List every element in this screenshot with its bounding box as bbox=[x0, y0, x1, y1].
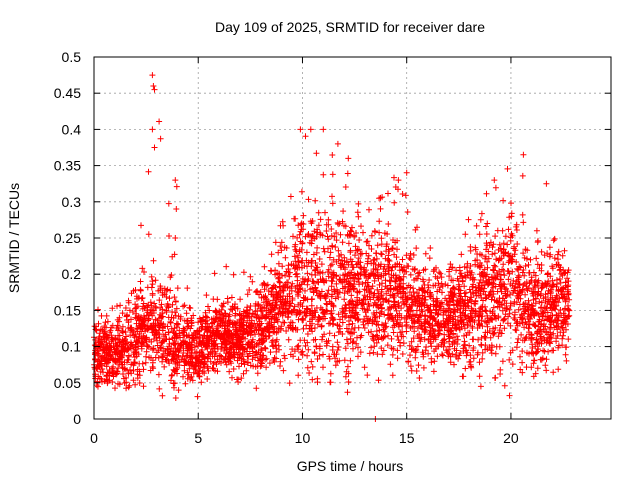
y-tick-label: 0.05 bbox=[54, 375, 81, 391]
y-tick-label: 0.3 bbox=[62, 194, 82, 210]
grid-layer bbox=[94, 57, 611, 419]
y-tick-label: 0.4 bbox=[62, 121, 82, 137]
y-tick-label: 0.35 bbox=[54, 158, 81, 174]
y-tick-label: 0.2 bbox=[62, 266, 82, 282]
x-tick-label: 5 bbox=[194, 430, 202, 446]
y-tick-label: 0.25 bbox=[54, 230, 81, 246]
y-axis-label: SRMTID / TECUs bbox=[6, 183, 22, 293]
data-points bbox=[91, 72, 573, 422]
y-tick-label: 0 bbox=[73, 411, 81, 427]
y-tick-label: 0.5 bbox=[62, 49, 82, 65]
axis-ticks: 0 5 10 15 20 0 0.05 0.1 0.15 0.2 0.25 0.3 0.35 0.4 0.4… bbox=[54, 49, 611, 446]
scatter-markers bbox=[91, 72, 573, 422]
x-tick-label: 10 bbox=[295, 430, 311, 446]
x-tick-label: 0 bbox=[90, 430, 98, 446]
y-tick-label: 0.45 bbox=[54, 85, 81, 101]
x-tick-label: 15 bbox=[399, 430, 415, 446]
y-tick-label: 0.1 bbox=[62, 339, 82, 355]
y-tick-label: 0.15 bbox=[54, 302, 81, 318]
x-axis-label: GPS time / hours bbox=[297, 458, 404, 474]
chart-title: Day 109 of 2025, SRMTID for receiver dar… bbox=[215, 19, 485, 35]
x-tick-label: 20 bbox=[503, 430, 519, 446]
